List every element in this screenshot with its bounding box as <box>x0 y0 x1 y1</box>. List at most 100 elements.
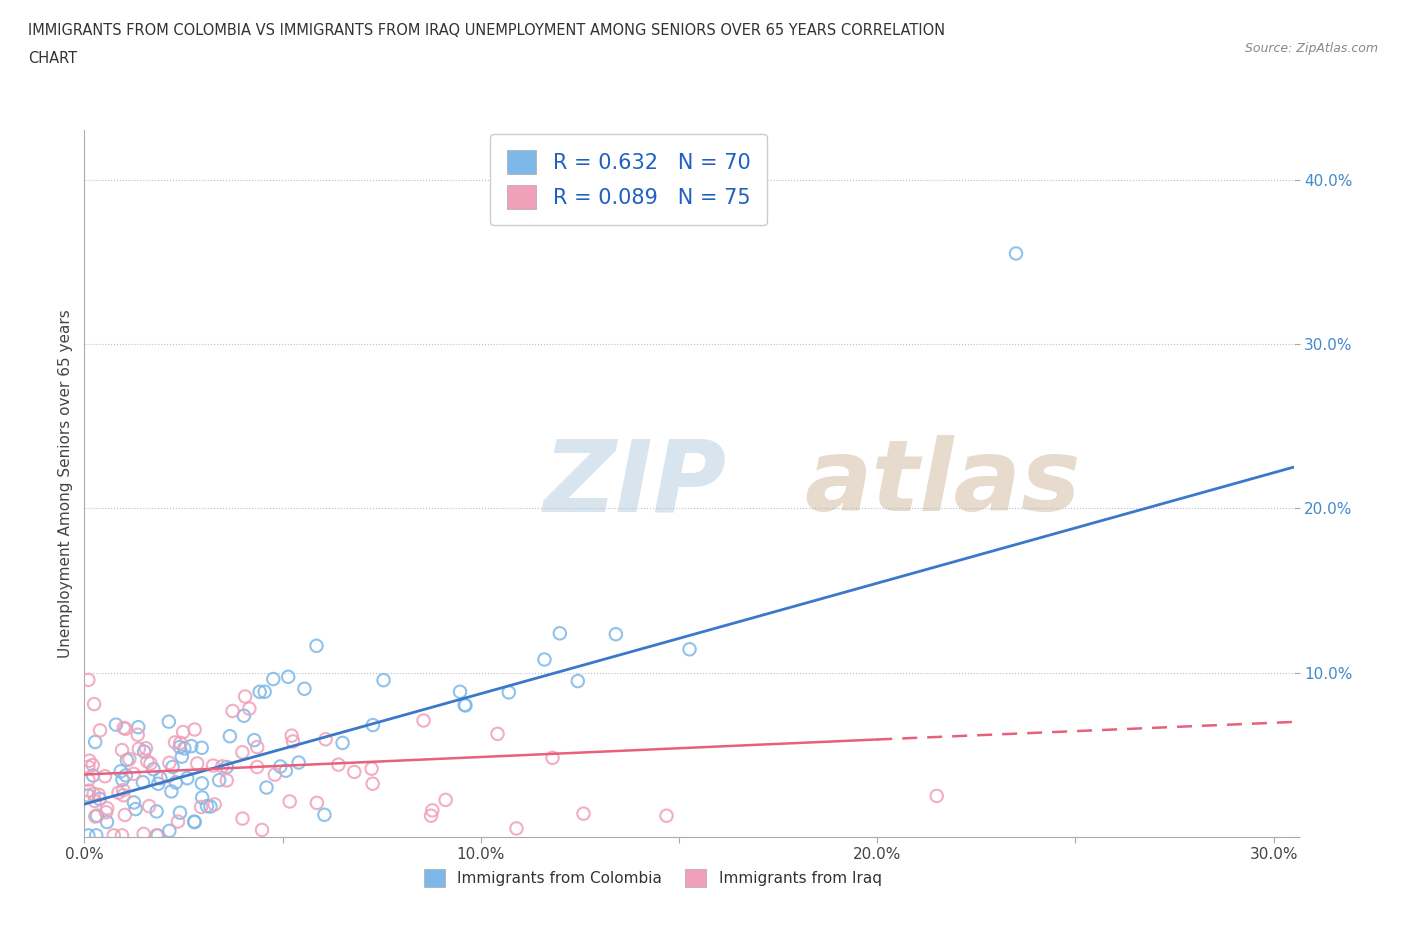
Point <box>112 788 135 803</box>
Point <box>104 717 127 732</box>
Point <box>332 736 354 751</box>
Point <box>86 808 108 823</box>
Point <box>157 823 180 838</box>
Point <box>134 744 156 759</box>
Point <box>655 808 678 823</box>
Point <box>77 760 100 775</box>
Point <box>548 626 571 641</box>
Point <box>305 795 328 810</box>
Point <box>172 724 194 739</box>
Point <box>111 743 134 758</box>
Point <box>343 764 366 779</box>
Text: atlas: atlas <box>804 435 1080 532</box>
Point <box>605 627 627 642</box>
Point <box>454 698 477 713</box>
Point <box>165 775 187 790</box>
Point <box>176 771 198 786</box>
Point <box>157 755 180 770</box>
Point <box>373 672 395 687</box>
Point <box>328 757 350 772</box>
Point <box>274 764 297 778</box>
Point <box>505 821 527 836</box>
Point <box>204 797 226 812</box>
Point <box>412 713 434 728</box>
Point <box>138 799 160 814</box>
Point <box>361 777 384 791</box>
Point <box>232 709 254 724</box>
Point <box>111 772 134 787</box>
Point <box>449 684 471 699</box>
Point <box>82 768 104 783</box>
Point <box>82 758 104 773</box>
Point <box>157 769 180 784</box>
Point <box>533 652 555 667</box>
Point <box>173 741 195 756</box>
Point <box>94 769 117 784</box>
Point <box>136 754 159 769</box>
Point <box>96 801 118 816</box>
Y-axis label: Unemployment Among Seniors over 65 years: Unemployment Among Seniors over 65 years <box>58 309 73 658</box>
Point <box>89 723 111 737</box>
Point <box>925 789 948 804</box>
Point <box>115 752 138 767</box>
Point <box>145 828 167 843</box>
Point <box>278 794 301 809</box>
Point <box>145 804 167 819</box>
Point <box>139 756 162 771</box>
Point <box>162 760 184 775</box>
Point <box>83 787 105 802</box>
Point <box>124 802 146 817</box>
Point <box>103 828 125 843</box>
Point <box>250 822 273 837</box>
Point <box>107 785 129 800</box>
Point <box>180 738 202 753</box>
Point <box>128 741 150 756</box>
Point <box>200 799 222 814</box>
Point <box>122 766 145 781</box>
Point <box>83 793 105 808</box>
Point <box>202 758 225 773</box>
Point <box>219 729 242 744</box>
Point <box>249 684 271 699</box>
Point <box>486 726 509 741</box>
Point <box>208 773 231 788</box>
Point <box>94 804 117 819</box>
Text: CHART: CHART <box>28 51 77 66</box>
Point <box>211 759 233 774</box>
Point <box>233 689 256 704</box>
Point <box>111 828 134 843</box>
Point <box>253 684 276 699</box>
Text: ZIP: ZIP <box>544 435 727 532</box>
Point <box>191 790 214 805</box>
Point <box>215 773 238 788</box>
Point <box>246 739 269 754</box>
Point <box>89 791 111 806</box>
Point <box>118 751 141 766</box>
Point <box>280 728 302 743</box>
Point <box>315 732 337 747</box>
Point <box>165 735 187 750</box>
Point <box>112 721 135 736</box>
Point <box>169 736 191 751</box>
Point <box>170 750 193 764</box>
Point <box>167 814 190 829</box>
Point <box>77 772 100 787</box>
Point <box>183 722 205 737</box>
Point <box>84 828 107 843</box>
Point <box>243 733 266 748</box>
Point <box>84 809 107 824</box>
Point <box>122 795 145 810</box>
Point <box>84 735 107 750</box>
Point <box>77 672 100 687</box>
Point <box>453 698 475 712</box>
Point <box>269 759 291 774</box>
Point <box>678 642 700 657</box>
Point <box>294 682 316 697</box>
Point <box>87 788 110 803</box>
Point <box>186 756 208 771</box>
Point <box>127 720 149 735</box>
Point <box>157 714 180 729</box>
Text: Source: ZipAtlas.com: Source: ZipAtlas.com <box>1244 42 1378 55</box>
Point <box>114 807 136 822</box>
Point <box>541 751 564 765</box>
